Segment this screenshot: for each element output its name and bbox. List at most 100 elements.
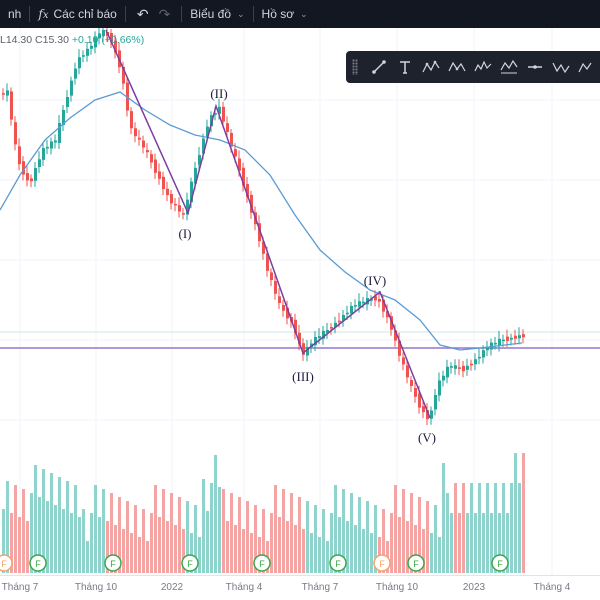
event-marker-icon <box>329 554 347 572</box>
volume-bar <box>326 541 329 573</box>
volume-bar <box>466 513 469 573</box>
toolbar-left-fragment[interactable]: nh <box>0 0 29 28</box>
candle-body <box>378 299 381 302</box>
toolbar-divider <box>29 6 31 22</box>
volume-bar <box>154 485 157 573</box>
candle-body <box>314 336 317 346</box>
volume-bar <box>306 501 309 573</box>
volume-bar <box>434 505 437 573</box>
event-marker-label: F <box>1 559 7 569</box>
volume-bar <box>162 489 165 573</box>
volume-bar <box>282 489 285 573</box>
candle-body <box>102 30 105 36</box>
candle-body <box>150 154 153 163</box>
candle-body <box>242 167 245 186</box>
trend-line-icon[interactable] <box>366 55 392 79</box>
event-marker-label: F <box>187 559 193 569</box>
volume-bar <box>286 521 289 573</box>
candle-body <box>94 37 97 48</box>
candle-body <box>482 350 485 358</box>
candle-body <box>354 305 357 307</box>
candle-body <box>458 367 461 369</box>
candle-body <box>218 106 221 114</box>
candle-body <box>454 365 457 369</box>
volume-bar <box>498 513 501 573</box>
pattern-tool-1-icon[interactable] <box>418 55 444 79</box>
candle-body <box>442 375 445 381</box>
wave-label: (IV) <box>364 273 386 288</box>
candle-body <box>206 126 209 137</box>
volume-bar <box>26 521 29 573</box>
volume-bar <box>362 529 365 573</box>
volume-bar <box>30 493 33 573</box>
candle-body <box>18 146 21 165</box>
volume-bar <box>210 483 213 573</box>
price-chart[interactable]: (I) (II) (III) (IV) (V) F F F F F F F F F <box>0 28 600 575</box>
indicators-label: Các chỉ báo <box>53 7 117 21</box>
candle-body <box>322 330 325 339</box>
candle-body <box>66 97 69 107</box>
candle-body <box>282 305 285 311</box>
candle-body <box>258 223 261 242</box>
pattern-tool-2-icon[interactable] <box>444 55 470 79</box>
x-axis-label: 2023 <box>462 582 486 593</box>
volume-bar <box>418 497 421 573</box>
indicators-button[interactable]: fx Các chỉ báo <box>30 0 124 28</box>
candle-body <box>90 45 93 49</box>
redo-icon[interactable]: ↷ <box>158 5 171 22</box>
volume-bar <box>494 483 497 573</box>
wave-label: (I) <box>179 226 192 241</box>
volume-bar <box>134 505 137 573</box>
candle-body <box>166 188 169 196</box>
event-marker-label: F <box>259 559 265 569</box>
candle-body <box>146 150 149 153</box>
volume-bar <box>270 513 273 573</box>
x-axis-label: 2022 <box>160 582 184 593</box>
pattern-tool-5-icon[interactable] <box>548 55 574 79</box>
pattern-tool-6-icon[interactable] <box>574 55 600 79</box>
candle-body <box>474 359 477 365</box>
undo-icon[interactable]: ↶ <box>136 5 149 22</box>
candle-body <box>486 347 489 351</box>
candle-body <box>178 205 181 212</box>
candle-body <box>250 194 253 213</box>
candle-body <box>30 178 33 182</box>
volume-bar <box>246 501 249 573</box>
volume-bar <box>42 469 45 573</box>
candle-body <box>266 253 269 271</box>
volume-bar <box>142 509 145 573</box>
volume-bar <box>170 493 173 573</box>
pattern-tool-3-icon[interactable] <box>470 55 496 79</box>
horizontal-line-icon[interactable] <box>522 55 548 79</box>
candle-body <box>478 356 481 359</box>
volume-bar <box>182 529 185 573</box>
volume-bar <box>426 501 429 573</box>
drag-handle-icon[interactable] <box>352 59 358 75</box>
volume-bar <box>74 485 77 573</box>
pattern-tool-4-icon[interactable] <box>496 55 522 79</box>
volume-bar <box>382 509 385 573</box>
volume-bar <box>486 483 489 573</box>
candle-body <box>134 128 137 137</box>
text-tool-icon[interactable] <box>392 55 418 79</box>
toolbar-divider <box>181 6 183 22</box>
time-axis[interactable]: Tháng 7 Tháng 10 2022 Tháng 4 Tháng 7 Th… <box>0 575 600 600</box>
volume-bar <box>10 513 13 573</box>
candle-body <box>306 346 309 356</box>
profile-menu-button[interactable]: Hồ sơ ⌄ <box>254 0 316 28</box>
candle-body <box>418 393 421 408</box>
candle-body <box>214 113 217 115</box>
volume-bar <box>446 493 449 573</box>
volume-bar <box>218 487 221 573</box>
candle-body <box>334 322 337 328</box>
candle-body <box>162 176 165 190</box>
candle-body <box>46 146 49 149</box>
candle-body <box>410 380 413 386</box>
volume-bar <box>454 483 457 573</box>
candle-body <box>470 363 473 366</box>
volume-bar <box>518 483 521 573</box>
candle-body <box>338 320 341 323</box>
candle-body <box>326 330 329 333</box>
chart-menu-button[interactable]: Biểu đồ ⌄ <box>182 0 252 28</box>
legend-low: L14.30 <box>0 34 33 46</box>
